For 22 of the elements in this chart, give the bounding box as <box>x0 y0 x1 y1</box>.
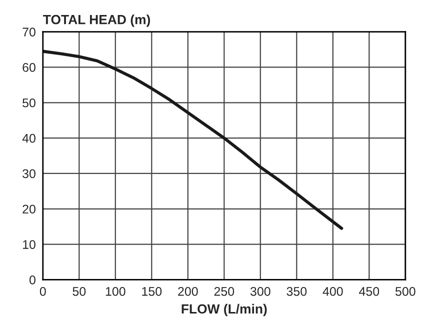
line-series <box>42 50 344 230</box>
y-axis-title: TOTAL HEAD (m) <box>43 14 150 27</box>
y-tick-label: 60 <box>22 63 36 72</box>
x-tick-label: 400 <box>322 287 343 296</box>
x-tick-label: 450 <box>359 287 380 296</box>
x-tick-label: 350 <box>286 287 307 296</box>
x-tick-label: 100 <box>106 287 126 296</box>
x-tick-label: 150 <box>142 287 162 296</box>
y-tick-label: 70 <box>22 28 36 36</box>
y-tick-label: 50 <box>22 98 36 108</box>
x-tick-label: 500 <box>395 287 416 296</box>
x-tick-label: 0 <box>40 287 46 296</box>
x-axis-title: FLOW (L/min) <box>182 304 267 316</box>
x-tick-label: 250 <box>214 287 234 296</box>
x-tick-label: 200 <box>178 287 198 296</box>
y-tick-label: 40 <box>22 134 36 143</box>
x-tick-label: 300 <box>250 287 270 296</box>
y-tick-label: 30 <box>22 169 36 178</box>
x-tick-label: 50 <box>72 287 86 296</box>
y-tick-label: 0 <box>29 276 36 284</box>
y-tick-label: 20 <box>22 204 36 214</box>
y-tick-label: 10 <box>23 240 36 249</box>
